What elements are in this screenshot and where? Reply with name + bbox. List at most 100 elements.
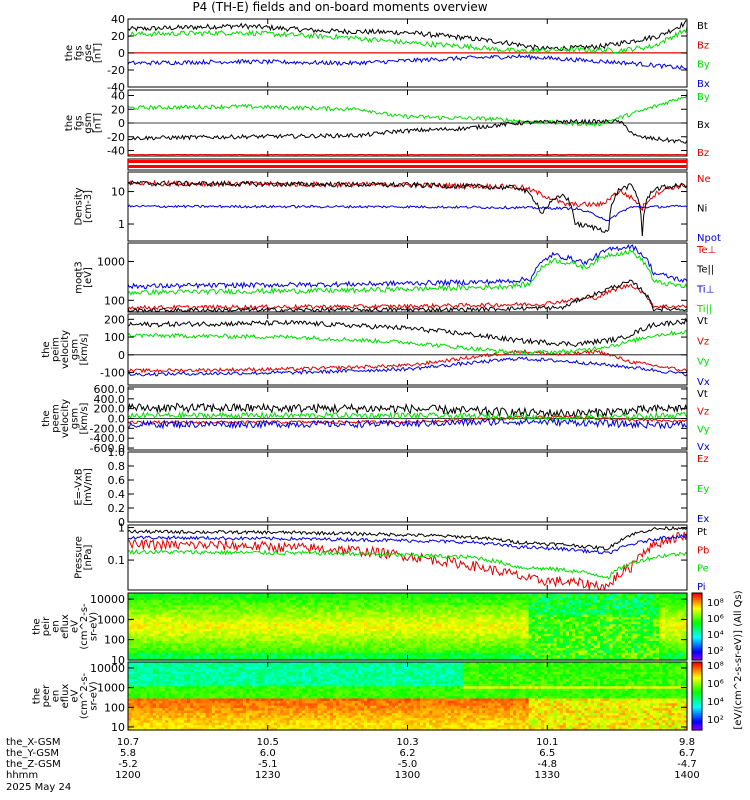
y-axis-label: gse <box>83 44 94 62</box>
y-tick-label: 1 <box>118 218 125 231</box>
x-tick-label: 1230 <box>255 770 280 781</box>
y-axis-label: [km/s] <box>79 402 90 434</box>
y-axis-label: [nPa] <box>83 544 94 570</box>
y-tick-label: 0 <box>118 349 125 362</box>
flag-bar-frame <box>127 158 688 171</box>
x-tick-label: -5.2 <box>118 759 138 770</box>
series-line-7-1 <box>127 531 688 591</box>
y-tick-label: -20 <box>107 64 125 77</box>
legend-Vz: Vz <box>697 407 709 418</box>
y-axis-label: en <box>51 690 62 703</box>
y-axis-label: [nT] <box>92 43 103 63</box>
x-tick-label: 1200 <box>115 770 140 781</box>
legend-By: By <box>697 60 710 71</box>
x-tick-label: 5.8 <box>120 748 136 759</box>
legend-Ex: Ex <box>697 514 709 525</box>
x-tick-label: 10.5 <box>257 737 279 748</box>
y-axis-label: Pressure <box>73 536 84 579</box>
figure-title: P4 (TH-E) fields and on-board moments ov… <box>192 0 488 14</box>
y-tick-label: 0 <box>118 516 125 529</box>
y-axis-label: (cm^2-s- <box>79 672 90 719</box>
y-axis-label: en <box>51 620 62 633</box>
y-tick-label: 100 <box>104 634 125 647</box>
y-axis-label: [nT] <box>92 113 103 133</box>
x-tick-label: -4.7 <box>677 759 697 770</box>
y-tick-label: 400.0 <box>94 393 126 406</box>
y-tick-label: 0.4 <box>108 488 126 501</box>
y-axis-label: eV <box>70 689 81 702</box>
x-row-label: the_Y-GSM <box>6 748 59 759</box>
y-axis-label: the <box>41 410 52 426</box>
colorbar-tick: 10⁴ <box>707 630 724 641</box>
legend-Pi: Pi <box>697 582 706 593</box>
legend-Te⊥: Te⊥ <box>696 245 716 256</box>
y-tick-label: -40 <box>107 81 125 94</box>
y-tick-label: 0.2 <box>108 502 126 515</box>
flag-bar-upper <box>128 160 687 163</box>
y-tick-label: 20 <box>111 30 125 43</box>
panel-frame <box>127 451 688 523</box>
x-tick-label: 6.7 <box>679 748 695 759</box>
x-row-label: the_Z-GSM <box>6 759 61 770</box>
legend-Vz: Vz <box>697 336 709 347</box>
y-tick-label: 1000 <box>97 682 125 695</box>
y-axis-label: eflux <box>60 684 71 709</box>
series-line-0-2 <box>127 26 688 55</box>
legend-Vx: Vx <box>697 442 710 453</box>
legend-Te||: Te|| <box>696 265 714 276</box>
x-tick-label: 1300 <box>395 770 420 781</box>
series-line-3-2 <box>127 243 688 290</box>
colorbar-tick: 10⁸ <box>707 661 724 672</box>
series-line-4-0 <box>127 317 688 348</box>
series-line-2-1 <box>127 179 688 237</box>
y-tick-label: -200.0 <box>90 422 125 435</box>
series-line-1-0 <box>127 93 688 128</box>
legend-Pe: Pe <box>697 564 709 575</box>
y-tick-label: 10 <box>111 654 125 667</box>
y-tick-label: -400.0 <box>90 432 125 445</box>
legend-Ez: Ez <box>697 454 709 465</box>
y-tick-label: 100 <box>104 331 125 344</box>
y-axis-label: peem <box>51 404 62 432</box>
y-tick-label: 100 <box>104 701 125 714</box>
x-tick-label: -5.0 <box>398 759 418 770</box>
y-axis-label: peim <box>51 337 62 362</box>
y-tick-label: 40 <box>111 13 125 26</box>
y-axis-label: [mV/m] <box>83 468 94 506</box>
y-axis-label: [eV] <box>83 267 94 288</box>
y-axis-label: [cm-3] <box>83 190 94 223</box>
legend-Pt: Pt <box>697 527 707 538</box>
series-line-0-3 <box>127 53 688 70</box>
y-tick-label: 0.6 <box>108 474 126 487</box>
x-row-label: 2025 May 24 <box>6 782 71 793</box>
y-axis-label: the <box>64 115 75 131</box>
legend-Bz: Bz <box>697 40 709 51</box>
y-tick-label: 40 <box>111 90 125 103</box>
y-tick-label: 20 <box>111 103 125 116</box>
y-axis-label: peer <box>41 684 52 708</box>
y-axis-label: [km/s] <box>79 333 90 365</box>
legend-Vy: Vy <box>697 424 710 435</box>
series-line-5-1 <box>127 415 688 425</box>
y-tick-label: 200.0 <box>94 403 126 416</box>
y-tick-label: 0 <box>118 117 125 130</box>
y-tick-label: -600.0 <box>90 442 125 455</box>
series-line-5-2 <box>127 410 688 422</box>
y-tick-label: 10000 <box>90 662 125 675</box>
series-line-3-3 <box>127 248 688 296</box>
y-tick-label: 1000 <box>97 256 125 269</box>
series-line-4-1 <box>127 349 688 374</box>
series-line-2-2 <box>127 204 688 222</box>
colorbar-tick: 10² <box>707 646 724 657</box>
legend-Vt: Vt <box>697 389 708 400</box>
legend-Ni: Ni <box>697 204 707 215</box>
y-axis-label: fgs <box>73 45 84 60</box>
panel-frame <box>127 524 688 591</box>
x-tick-label: -5.1 <box>258 759 278 770</box>
legend-Npot: Npot <box>697 233 721 244</box>
y-axis-label: sr-eV) <box>89 612 100 641</box>
colorbar-tick: 10⁴ <box>707 697 724 708</box>
panel-frame <box>127 242 688 313</box>
y-tick-label: 10000 <box>90 593 125 606</box>
